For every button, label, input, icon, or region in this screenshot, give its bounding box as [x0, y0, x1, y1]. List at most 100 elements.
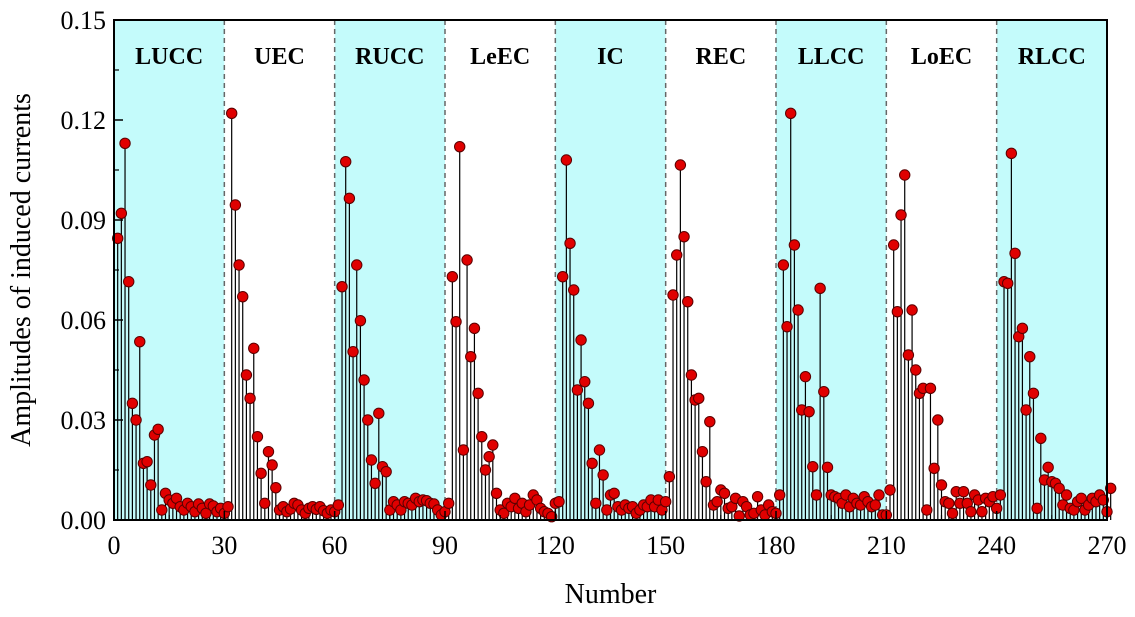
data-point [152, 423, 164, 436]
data-point [347, 345, 359, 358]
data-point [902, 349, 915, 361]
data-point [1005, 147, 1018, 160]
data-point [237, 290, 249, 303]
data-point [814, 282, 826, 295]
data-point [119, 137, 131, 150]
data-point [266, 459, 278, 471]
y-tick-label: 0.00 [61, 506, 107, 535]
data-point [225, 107, 238, 120]
data-point [586, 457, 598, 470]
data-point [957, 485, 970, 498]
data-point [490, 487, 503, 500]
data-point [145, 479, 157, 491]
data-point [240, 369, 253, 381]
region-labels: LUCC UEC RUCC LeEC IC REC LLCC LoEC RLCC [135, 44, 1086, 70]
data-point [556, 270, 569, 283]
x-tick-label: 270 [1088, 531, 1127, 560]
x-tick-label: 30 [211, 531, 237, 560]
data-point [869, 499, 881, 511]
data-point [336, 280, 348, 293]
data-point [248, 342, 260, 355]
region-label: LLCC [798, 44, 865, 70]
x-tick-label: 60 [322, 531, 348, 560]
y-tick-label: 0.06 [61, 306, 107, 335]
data-point [340, 155, 352, 168]
data-point [1027, 387, 1040, 400]
data-point [244, 392, 256, 405]
data-point [343, 192, 356, 205]
data-point [560, 154, 573, 166]
data-point [887, 239, 900, 251]
data-markers [111, 107, 1117, 523]
data-point [1104, 482, 1117, 495]
data-point [663, 470, 676, 483]
data-point [700, 475, 712, 488]
data-point [899, 169, 911, 181]
data-point [976, 505, 988, 518]
data-point [678, 230, 690, 243]
y-tick-label: 0.12 [61, 106, 107, 135]
region-label: UEC [254, 44, 305, 70]
data-point [354, 314, 367, 327]
data-point [593, 444, 606, 456]
region-label: LoEC [911, 44, 972, 70]
data-point [590, 497, 602, 510]
data-point [873, 489, 885, 501]
data-point [465, 350, 477, 363]
x-tick-label: 240 [977, 531, 1016, 560]
data-point [921, 504, 933, 516]
data-point [457, 444, 470, 456]
data-point [1020, 404, 1032, 416]
data-point [659, 495, 672, 508]
data-point [597, 469, 609, 481]
data-point [553, 495, 565, 508]
data-point [685, 369, 698, 381]
data-point [693, 392, 705, 405]
data-point [803, 405, 815, 418]
region-dividers [223, 20, 998, 520]
data-point [932, 414, 944, 426]
x-tick-label: 180 [757, 531, 796, 560]
y-tick-label: 0.15 [61, 6, 107, 35]
data-point [446, 270, 459, 283]
data-point [156, 504, 168, 516]
region-shade [555, 20, 666, 520]
data-point [564, 237, 576, 250]
region-shade [996, 20, 1107, 520]
data-point [442, 497, 455, 510]
data-point [123, 275, 135, 288]
data-point [943, 497, 955, 510]
data-point [946, 507, 959, 520]
data-point [380, 465, 392, 478]
data-point [718, 487, 731, 500]
y-axis-title: Amplitudes of induced currents [6, 93, 37, 447]
data-point [498, 507, 510, 520]
data-point [704, 415, 716, 428]
data-point [262, 445, 275, 458]
data-point [487, 439, 499, 451]
data-point [222, 500, 234, 513]
region-label: RLCC [1018, 44, 1086, 70]
data-point [818, 385, 830, 398]
region-label: RUCC [355, 44, 424, 70]
data-point [1053, 482, 1065, 495]
data-point [134, 335, 146, 348]
data-point [711, 495, 723, 508]
data-point [365, 454, 378, 466]
data-point [351, 259, 363, 271]
x-tick-label: 120 [536, 531, 575, 560]
data-point [255, 467, 267, 480]
region-shade [334, 20, 445, 520]
region-shade [114, 20, 225, 520]
data-point [674, 159, 687, 171]
data-point [884, 484, 896, 496]
data-point [910, 364, 922, 376]
region-label: LeEC [470, 44, 530, 70]
x-axis-title: Number [565, 579, 657, 610]
y-tick-label: 0.09 [61, 206, 107, 235]
data-point [785, 107, 797, 120]
data-point [601, 504, 613, 516]
data-point [792, 304, 804, 316]
data-point [575, 334, 587, 346]
data-point [777, 259, 790, 271]
